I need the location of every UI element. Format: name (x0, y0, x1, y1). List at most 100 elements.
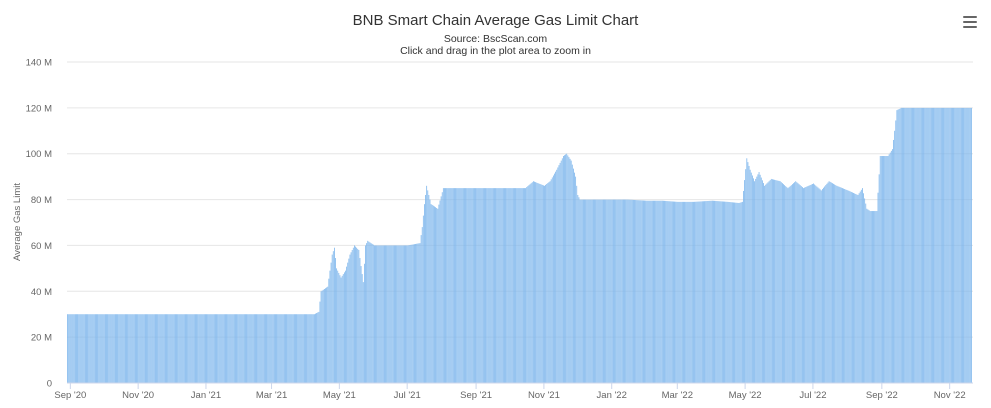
bar (417, 243, 419, 383)
x-axis: Sep '20 Nov '20 Jan '21 Mar '21 May '21 Jul '… (54, 382, 973, 401)
bar (675, 201, 677, 383)
bar (793, 183, 794, 383)
bar (629, 199, 631, 383)
bar (750, 172, 752, 383)
bar (246, 314, 247, 383)
bar (686, 201, 688, 383)
bar (300, 314, 302, 383)
bar (107, 314, 109, 383)
bar (350, 252, 352, 383)
bar (738, 203, 740, 383)
bar (261, 314, 263, 383)
bar (325, 288, 326, 383)
bar (381, 245, 383, 383)
bar (318, 311, 320, 383)
bar (82, 314, 84, 383)
bar (336, 268, 338, 383)
bar (129, 314, 131, 383)
bar (93, 314, 95, 383)
bar (402, 245, 404, 383)
bar (128, 314, 130, 383)
bar (167, 314, 169, 383)
bar (507, 188, 509, 383)
bar (84, 314, 86, 383)
bar (601, 199, 603, 383)
bar (845, 189, 847, 383)
bar (482, 188, 484, 383)
y-tick-label: 80 M (31, 195, 52, 206)
bar (297, 314, 299, 383)
bar (568, 157, 570, 383)
bar (763, 183, 764, 383)
bar (730, 202, 732, 383)
bar (183, 314, 185, 383)
bar (149, 314, 151, 383)
bar (506, 188, 508, 383)
bar (532, 181, 534, 383)
bar (106, 314, 107, 383)
bar (689, 201, 691, 383)
bar (838, 186, 840, 383)
bar (316, 313, 318, 383)
bar (812, 184, 813, 383)
bar (420, 235, 422, 383)
bar (529, 184, 531, 383)
bar (842, 188, 843, 383)
bar (292, 314, 294, 383)
bar (117, 314, 119, 383)
bar (478, 188, 480, 383)
bar (671, 201, 673, 383)
hamburger-menu-icon[interactable] (963, 16, 977, 28)
bar (956, 107, 958, 384)
bar (313, 314, 315, 383)
bar (564, 155, 565, 383)
bar (855, 193, 857, 383)
bar (140, 314, 142, 383)
bar (150, 314, 152, 383)
bar (468, 188, 470, 383)
bar (863, 193, 864, 383)
bar (833, 183, 834, 383)
bar (658, 200, 660, 383)
bar (385, 245, 386, 383)
bar (530, 183, 532, 383)
bar (71, 314, 73, 383)
bar (392, 245, 394, 383)
bar (522, 188, 524, 383)
bar (484, 188, 485, 383)
bar (867, 209, 869, 383)
bar (344, 272, 345, 383)
bar (809, 185, 811, 383)
bar (143, 314, 145, 383)
bar (121, 314, 123, 383)
bar (945, 107, 947, 384)
bar (359, 258, 361, 383)
bar (860, 189, 862, 383)
bar (202, 314, 204, 383)
bar (266, 314, 267, 383)
bar (188, 314, 190, 383)
y-tick-label: 20 M (31, 333, 52, 344)
bar (155, 314, 156, 383)
bar (319, 301, 321, 383)
bar (683, 201, 684, 383)
bar (610, 199, 612, 383)
bar (323, 288, 325, 383)
bar (619, 199, 621, 383)
bar (298, 314, 300, 383)
bar (787, 188, 789, 383)
x-tick-label: Nov '22 (934, 390, 966, 401)
bar (590, 199, 592, 383)
bar (820, 190, 822, 383)
x-tick-label: Nov '20 (122, 390, 154, 401)
bar (854, 193, 856, 383)
bar (395, 245, 396, 383)
bar (229, 314, 231, 383)
bar (714, 200, 715, 383)
bar (633, 199, 634, 383)
bar (627, 199, 629, 383)
chart-subtitle-source: Source: BscScan.com (443, 33, 548, 45)
bar (163, 314, 165, 383)
bar (457, 188, 459, 383)
